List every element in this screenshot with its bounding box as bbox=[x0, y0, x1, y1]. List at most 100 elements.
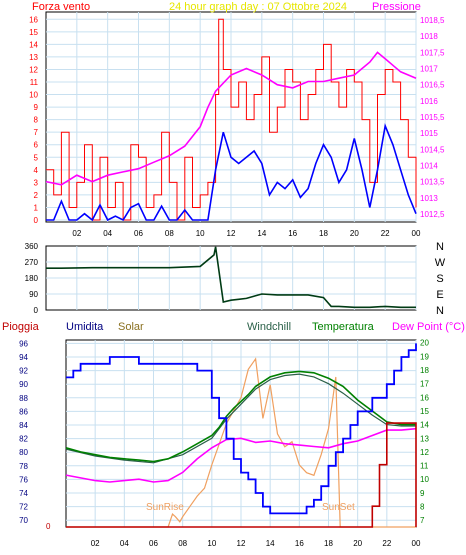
rain-zero-tick: 0 bbox=[46, 522, 51, 531]
temperature-tick-label: 13 bbox=[420, 434, 429, 443]
pressure-tick-label: 1015 bbox=[420, 129, 438, 138]
legend-pioggia: Pioggia bbox=[2, 321, 40, 333]
humidity-line bbox=[66, 343, 417, 515]
temperature-tick-label: 9 bbox=[420, 489, 425, 498]
pressure-tick-label: 1013,5 bbox=[420, 178, 445, 187]
time-tick-label: 00 bbox=[412, 539, 421, 548]
wind-direction-line bbox=[46, 246, 416, 309]
wind-tick-label: 1 bbox=[34, 203, 39, 212]
humidity-axis-ticks: 70 72 74 76 78 80 82 84 86 88 90 92 94 96 bbox=[19, 339, 28, 525]
time-tick-label: 20 bbox=[350, 229, 359, 238]
pressure-tick-label: 1014,5 bbox=[420, 145, 445, 154]
time-tick-label: 04 bbox=[103, 229, 112, 238]
wind-tick-label: 5 bbox=[34, 153, 39, 162]
time-tick-label: 12 bbox=[227, 229, 236, 238]
humidity-tick-label: 88 bbox=[19, 394, 28, 403]
top-time-axis-ticks: 02 04 06 08 10 12 14 16 18 20 22 00 bbox=[72, 229, 421, 238]
wind-tick-label: 2 bbox=[34, 191, 39, 200]
time-tick-label: 10 bbox=[196, 229, 205, 238]
humidity-tick-label: 90 bbox=[19, 380, 28, 389]
pressure-line bbox=[45, 51, 417, 186]
pressure-tick-label: 1013 bbox=[420, 194, 438, 203]
time-tick-label: 06 bbox=[149, 539, 158, 548]
legend-solar: Solar bbox=[118, 321, 144, 333]
wind-avg-line bbox=[46, 123, 417, 222]
wind-gust-line bbox=[46, 18, 417, 221]
pressure-tick-label: 1017 bbox=[420, 65, 438, 74]
time-tick-label: 22 bbox=[382, 539, 391, 548]
bottom-time-axis-ticks: 02 04 06 08 10 12 14 16 18 20 22 00 bbox=[91, 539, 421, 548]
time-tick-label: 18 bbox=[324, 539, 333, 548]
wind-tick-label: 16 bbox=[29, 15, 38, 24]
time-tick-label: 10 bbox=[207, 539, 216, 548]
time-tick-label: 02 bbox=[91, 539, 100, 548]
humidity-tick-label: 94 bbox=[19, 353, 28, 362]
direction-tick-label: 270 bbox=[25, 258, 39, 267]
wind-tick-label: 9 bbox=[34, 103, 39, 112]
mid-plot bbox=[46, 246, 416, 309]
temperature-tick-label: 17 bbox=[420, 380, 429, 389]
humidity-tick-label: 74 bbox=[19, 489, 28, 498]
humidity-tick-label: 84 bbox=[19, 421, 28, 430]
sunset-label: SunSet bbox=[322, 502, 355, 513]
time-tick-label: 12 bbox=[237, 539, 246, 548]
temperature-tick-label: 18 bbox=[420, 366, 429, 375]
temperature-tick-label: 12 bbox=[420, 448, 429, 457]
pressure-tick-label: 1016,5 bbox=[420, 81, 445, 90]
humidity-tick-label: 80 bbox=[19, 448, 28, 457]
temperature-tick-label: 11 bbox=[420, 462, 429, 471]
time-tick-label: 08 bbox=[178, 539, 187, 548]
wind-tick-label: 13 bbox=[29, 53, 38, 62]
rain-line bbox=[66, 422, 417, 528]
direction-tick-label: 180 bbox=[25, 274, 39, 283]
humidity-tick-label: 78 bbox=[19, 462, 28, 471]
wind-tick-label: 3 bbox=[34, 178, 39, 187]
temperature-tick-label: 8 bbox=[420, 503, 425, 512]
humidity-tick-label: 86 bbox=[19, 407, 28, 416]
temperature-tick-label: 15 bbox=[420, 407, 429, 416]
sunrise-label: SunRise bbox=[146, 502, 184, 513]
top-plot bbox=[45, 18, 417, 222]
time-tick-label: 06 bbox=[134, 229, 143, 238]
compass-label: N bbox=[436, 241, 444, 253]
humidity-tick-label: 72 bbox=[19, 503, 28, 512]
temperature-tick-label: 20 bbox=[420, 339, 429, 348]
temperature-tick-label: 16 bbox=[420, 393, 429, 402]
temp-humidity-panel: Pioggia Umidita Solar Windchill Temperat… bbox=[2, 321, 465, 548]
pressure-tick-label: 1018 bbox=[420, 32, 438, 41]
humidity-tick-label: 82 bbox=[19, 435, 28, 444]
pressure-tick-label: 1016 bbox=[420, 97, 438, 106]
wind-tick-label: 6 bbox=[34, 141, 39, 150]
pressure-title: Pressione bbox=[372, 1, 421, 13]
humidity-tick-label: 96 bbox=[19, 339, 28, 348]
bottom-plot bbox=[65, 343, 417, 528]
temperature-line bbox=[65, 370, 416, 463]
wind-pressure-panel: Forza vento 24 hour graph day : 07 Ottob… bbox=[29, 1, 445, 238]
wind-tick-label: 14 bbox=[29, 40, 38, 49]
direction-tick-label: 0 bbox=[34, 306, 39, 315]
time-tick-label: 02 bbox=[72, 229, 81, 238]
temperature-tick-label: 7 bbox=[420, 516, 425, 525]
windchill-line bbox=[65, 373, 416, 464]
legend-umidita: Umidita bbox=[66, 321, 104, 333]
wind-tick-label: 7 bbox=[34, 128, 39, 137]
graph-date-title: 24 hour graph day : 07 Ottobre 2024 bbox=[169, 1, 347, 13]
wind-force-title: Forza vento bbox=[32, 1, 90, 13]
legend-dewpoint: Dew Point (°C) bbox=[392, 321, 465, 333]
pressure-tick-label: 1017,5 bbox=[420, 48, 445, 57]
pressure-tick-label: 1015,5 bbox=[420, 113, 445, 122]
wind-tick-label: 8 bbox=[34, 116, 39, 125]
time-tick-label: 04 bbox=[120, 539, 129, 548]
temperature-tick-label: 14 bbox=[420, 421, 429, 430]
direction-axis-ticks: 0 90 180 270 360 bbox=[25, 242, 39, 315]
legend-temperatura: Temperatura bbox=[312, 321, 375, 333]
legend-windchill: Windchill bbox=[247, 321, 291, 333]
wind-tick-label: 15 bbox=[29, 28, 38, 37]
compass-label: N bbox=[436, 305, 444, 317]
wind-tick-label: 12 bbox=[29, 65, 38, 74]
wind-tick-label: 10 bbox=[29, 91, 38, 100]
